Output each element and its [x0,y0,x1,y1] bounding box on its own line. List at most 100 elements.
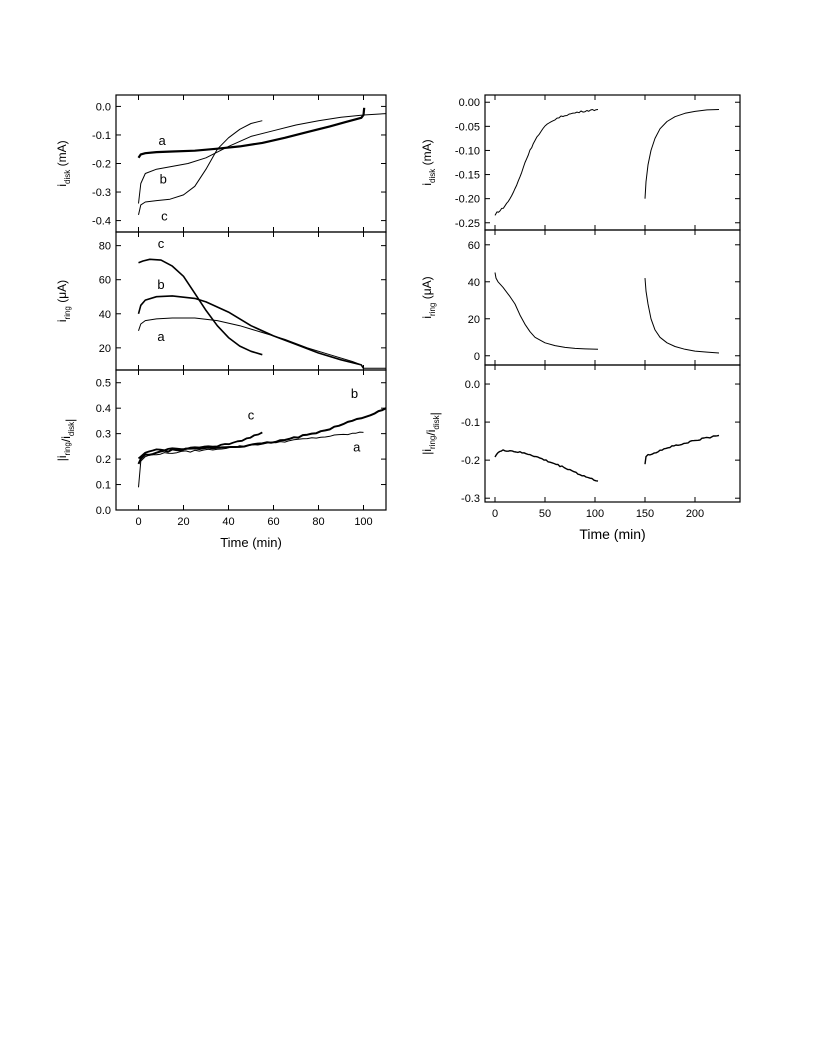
y-axis-label: idisk (mA) [420,139,437,185]
y-label-subscript: ring [428,303,437,316]
curve-label-c: c [248,408,255,423]
y-label-subscript: ring [63,442,72,455]
series-line-c [137,431,263,460]
curve-label-b: b [351,386,358,401]
y-label-unit: (μA) [420,276,434,302]
plot-frame [484,364,741,503]
x-tick-label: 100 [586,508,604,520]
plot-frame [484,229,741,366]
y-tick-label: -0.20 [455,194,480,206]
y-label-subscript: disk [432,414,441,429]
x-tick-label: 50 [539,508,551,520]
plot-frame [115,231,387,371]
x-tick-label: 200 [686,508,704,520]
y-tick-label: -0.25 [455,218,480,230]
series-line-c [138,120,263,216]
x-tick-label: 80 [312,516,324,528]
panel-right-top: 0.00 -0.05 -0.10 -0.15 -0.20 -0.25 idisk (mA) [420,94,741,231]
y-tick-label: 0.0 [96,101,111,113]
y-tick-label: -0.05 [455,121,480,133]
y-axis-label: |iring/idisk| [420,412,442,455]
y-label-part: | [63,419,77,422]
series-line-c [138,258,263,356]
y-tick-label: -0.3 [92,187,111,199]
series-line-second-run [644,434,720,465]
series-line-b [137,295,365,369]
y-tick-label: 0.1 [96,480,111,492]
series-line-b [137,407,386,465]
y-tick-label: 0.3 [96,429,111,441]
x-tick-label: 20 [177,516,189,528]
series-line-b [138,113,386,204]
y-tick-label: -0.2 [92,159,111,171]
y-label-subscript: disk [63,169,72,184]
curve-label-b: b [157,277,164,292]
y-tick-label: -0.4 [92,216,111,228]
y-label-subscript: ring [63,306,72,319]
y-tick-label: 40 [99,309,111,321]
y-tick-label: -0.2 [461,455,480,467]
y-tick-label: 0.4 [96,403,111,415]
y-tick-label: 0 [474,351,480,363]
x-axis-label: Time (min) [579,526,645,542]
y-tick-label: 0.00 [459,97,480,109]
y-axis-label: |iring/idisk| [55,419,77,462]
y-tick-label: 40 [468,277,480,289]
y-label-part: /i [424,430,438,436]
y-tick-label: 0.0 [96,505,111,517]
curve-label-c: c [158,236,165,251]
y-tick-label: 0.2 [96,454,111,466]
y-label-unit: (mA) [420,139,434,168]
y-label-subscript: ring [428,436,437,449]
y-label-unit: (mA) [55,140,69,169]
y-tick-label: 0.0 [465,379,480,391]
y-tick-label: -0.10 [455,145,480,157]
series-line-a [137,107,366,159]
series-line-a [138,317,386,369]
x-axis-label: Time (min) [220,535,282,550]
y-tick-label: -0.3 [461,493,480,505]
y-label-part: | [428,412,442,415]
series-line-first-run [494,449,599,482]
y-label-subscript: disk [67,421,76,436]
curve-label-b: b [160,171,167,186]
y-tick-label: 60 [99,275,111,287]
x-tick-label: 150 [636,508,654,520]
y-label-base: i [420,183,434,186]
x-tick-label: 0 [492,508,498,520]
series-line-first-run [494,272,599,350]
x-tick-label: 60 [267,516,279,528]
y-tick-label: -0.15 [455,170,480,182]
y-tick-label: 20 [468,314,480,326]
curve-label-c: c [161,209,168,224]
y-tick-label: 60 [468,240,480,252]
panel-left-top: 0.0 -0.1 -0.2 -0.3 -0.4 a b c idisk (mA) [55,94,387,233]
panel-left-middle: 20 40 60 80 c b a iring (μA) [55,231,387,371]
y-label-base: i [55,319,69,322]
x-tick-label: 100 [354,516,372,528]
y-axis-label: iring (μA) [420,276,437,318]
y-tick-label: -0.1 [461,417,480,429]
y-label-part: |i [55,455,69,461]
y-label-unit: (μA) [55,280,69,306]
y-label-subscript: disk [428,168,437,183]
panel-right-middle: 0 20 40 60 iring (μA) [420,229,741,366]
y-tick-label: -0.1 [92,130,111,142]
curve-label-a: a [159,133,167,148]
series-line-second-run [644,109,720,199]
x-tick-label: 40 [222,516,234,528]
y-tick-label: 0.5 [96,378,111,390]
series-line-second-run [644,278,720,354]
y-label-part: /i [59,436,73,442]
curve-label-a: a [353,439,361,454]
y-axis-label: idisk (mA) [55,140,72,186]
y-tick-label: 80 [99,241,111,253]
x-tick-label: 0 [135,516,141,528]
y-axis-label: iring (μA) [55,280,72,322]
y-tick-label: 20 [99,343,111,355]
y-label-part: |i [420,449,434,455]
y-label-base: i [420,316,434,319]
y-label-base: i [55,184,69,187]
plot-frame [484,94,741,231]
